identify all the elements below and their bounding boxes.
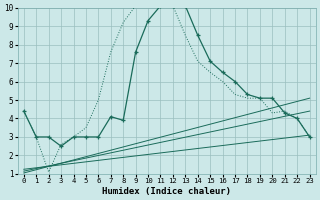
X-axis label: Humidex (Indice chaleur): Humidex (Indice chaleur) [102, 187, 231, 196]
